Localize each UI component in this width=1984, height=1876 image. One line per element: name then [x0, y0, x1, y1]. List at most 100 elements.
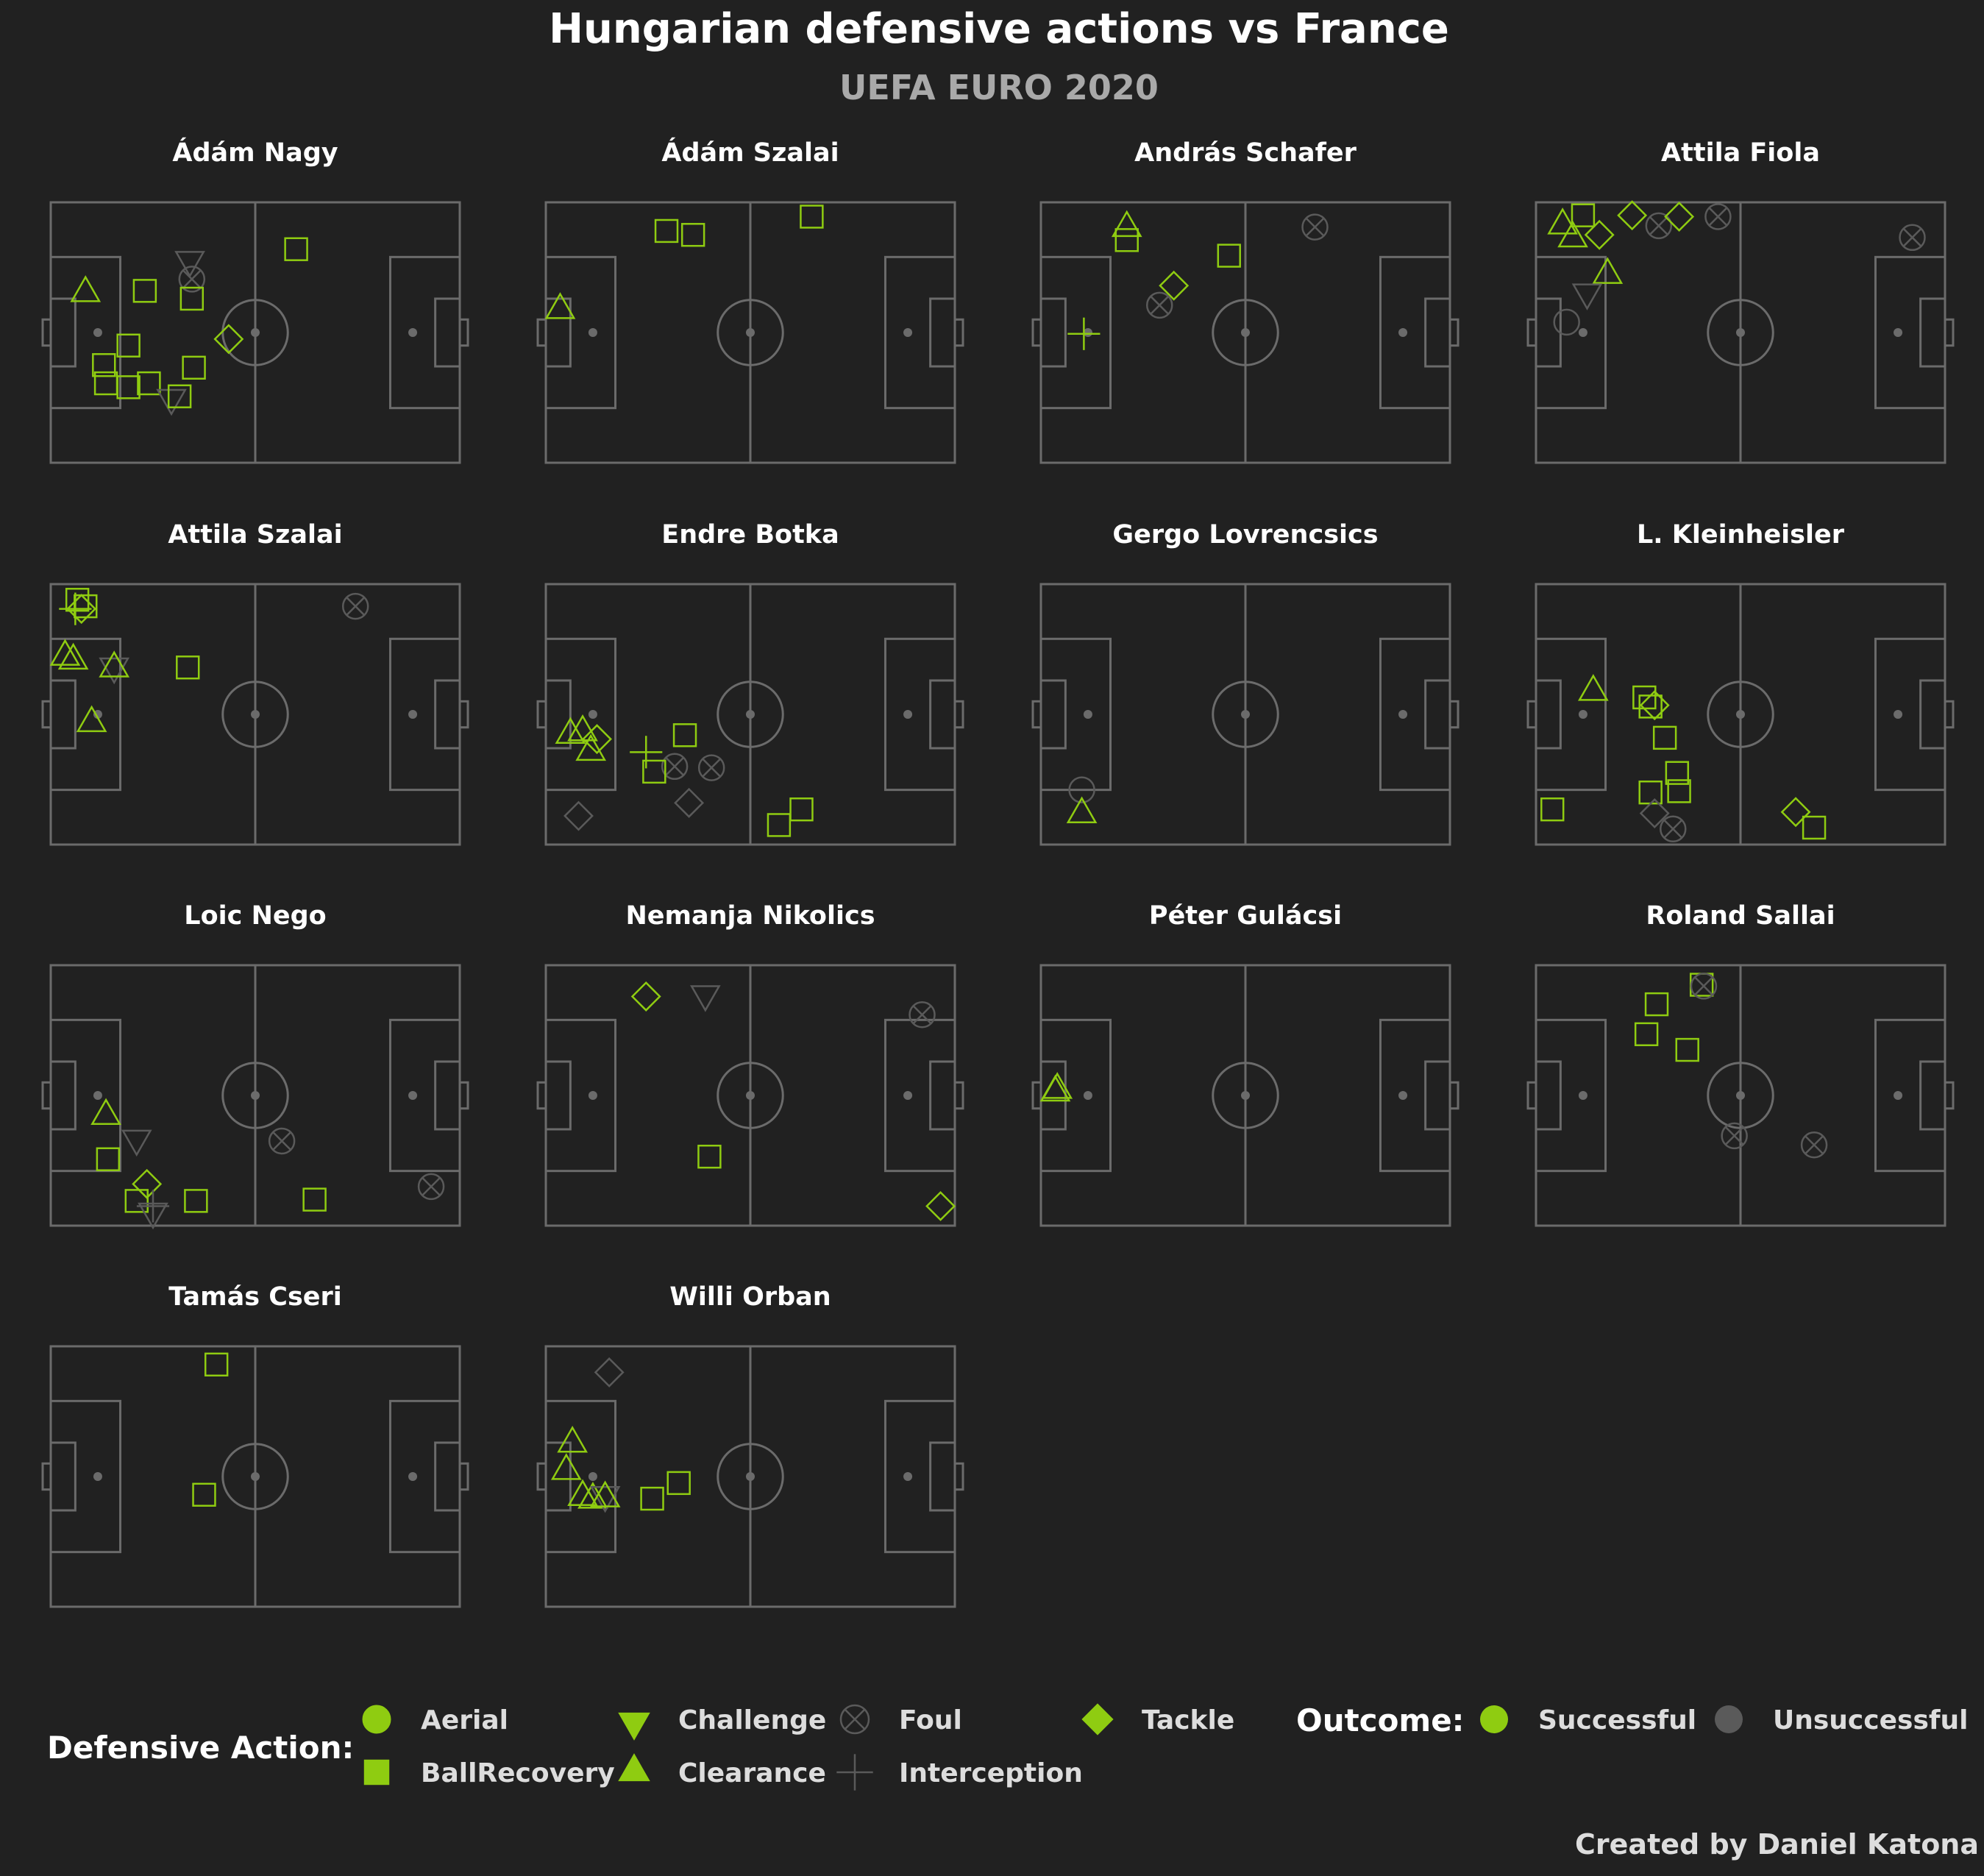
action-marker-foul: [1704, 203, 1732, 230]
pitch-panel-endre-botka: Endre Botka: [536, 520, 964, 846]
legend-label: Tackle: [1142, 1705, 1234, 1735]
action-marker-clearance: [90, 1098, 121, 1126]
action-marker-ballrecovery: [192, 1482, 216, 1507]
action-marker-tackle: [563, 800, 594, 831]
pitch-outline: [536, 964, 964, 1227]
legend-outcome-title: Outcome:: [1296, 1702, 1464, 1738]
action-marker-tackle: [1159, 270, 1190, 301]
action-marker-ballrecovery: [1665, 761, 1690, 785]
pitch-panels-grid: Ádám Nagy Ádám Szalai András Schafer Attila…: [41, 137, 1955, 1608]
legend-outcome-unsuccessful: Unsuccessful: [1715, 1705, 1969, 1735]
action-marker-clearance: [550, 1453, 582, 1480]
legend-marker-ballrecovery: [363, 1759, 390, 1786]
panel-title: Gergo Lovrencsics: [1112, 520, 1378, 550]
panel-title: Endre Botka: [661, 520, 839, 550]
action-marker-ballrecovery: [1114, 228, 1139, 252]
action-marker-ballrecovery: [96, 1147, 121, 1171]
chart-subtitle: UEFA EURO 2020: [839, 68, 1159, 107]
action-marker-clearance: [575, 733, 607, 761]
panel-title: Nemanja Nikolics: [625, 901, 875, 931]
action-marker-ballrecovery: [182, 355, 206, 380]
action-marker-clearance: [1111, 210, 1142, 238]
pitch-panel-adam-szalai: Ádám Szalai: [536, 137, 964, 464]
action-marker-ballrecovery: [1675, 1037, 1699, 1062]
pitch-outline: [1031, 583, 1459, 846]
pitch-outline: [41, 1345, 469, 1608]
action-marker-clearance: [567, 1479, 598, 1507]
action-marker-challenge: [138, 1202, 168, 1230]
action-marker-ballrecovery: [800, 205, 824, 229]
action-marker-ballrecovery: [167, 384, 192, 408]
action-marker-aerial: [1553, 308, 1580, 336]
panel-title: Péter Gulácsi: [1149, 901, 1342, 931]
action-marker-foul: [417, 1173, 445, 1201]
action-marker-tackle: [66, 594, 97, 625]
legend-label: Interception: [899, 1758, 1083, 1788]
pitch-outline: [1526, 964, 1955, 1227]
panel-title: András Schafer: [1134, 138, 1357, 168]
pitch-panel-willi-orban: Willi Orban: [536, 1282, 964, 1608]
action-marker-ballrecovery: [767, 813, 792, 837]
pitch-outline: [536, 1345, 964, 1608]
action-marker-clearance: [577, 1482, 608, 1509]
panel-title: Tamás Cseri: [168, 1282, 342, 1312]
pitch-outline: [536, 201, 964, 464]
action-marker-interception: [630, 736, 663, 769]
action-marker-ballrecovery: [302, 1187, 327, 1212]
action-marker-ballrecovery: [184, 1189, 208, 1213]
action-marker-clearance: [555, 717, 586, 745]
action-marker-clearance: [70, 275, 102, 302]
action-marker-clearance: [57, 642, 89, 670]
action-marker-clearance: [1066, 796, 1098, 824]
pitch-panel-adam-nagy: Ádám Nagy: [41, 137, 469, 464]
action-marker-ballrecovery: [124, 1189, 149, 1213]
action-marker-challenge: [589, 1486, 621, 1513]
action-marker-foul: [1721, 1122, 1748, 1150]
legend-item-ballrecovery: BallRecovery: [363, 1758, 615, 1788]
action-marker-ballrecovery: [1652, 725, 1677, 750]
pitch-panel-andras-schafer: András Schafer: [1031, 138, 1459, 464]
pitch-panel-peter-gulacsi: Péter Gulácsi: [1031, 901, 1459, 1227]
legend-label: Clearance: [678, 1758, 826, 1788]
pitch-panel-roland-sallai: Roland Sallai: [1526, 901, 1955, 1227]
action-marker-ballrecovery: [672, 723, 697, 747]
action-marker-foul: [268, 1127, 296, 1155]
action-marker-clearance: [1547, 207, 1578, 235]
action-marker-foul: [1899, 224, 1926, 252]
action-marker-clearance: [589, 1480, 621, 1507]
panel-title: Loic Nego: [184, 901, 326, 931]
action-marker-ballrecovery: [132, 279, 157, 303]
action-marker-ballrecovery: [176, 655, 200, 680]
legend-marker-foul: [839, 1704, 870, 1735]
legend: Defensive Action: Outcome: Aerial BallRec…: [47, 1702, 1969, 1791]
pitch-outline: [41, 964, 469, 1227]
action-marker-ballrecovery: [1667, 779, 1691, 803]
legend-item-tackle: Tackle: [1081, 1703, 1234, 1735]
action-marker-tackle: [1639, 690, 1670, 721]
legend-label: Challenge: [678, 1705, 826, 1735]
action-marker-interception: [1067, 317, 1101, 350]
action-marker-foul: [341, 592, 369, 620]
legend-outcome-swatch: [1480, 1705, 1508, 1733]
legend-item-clearance: Clearance: [618, 1753, 826, 1788]
action-marker-interception: [136, 1190, 170, 1223]
pitch-panel-nemanja-nikolics: Nemanja Nikolics: [536, 901, 964, 1227]
action-marker-ballrecovery: [116, 375, 141, 399]
legend-action-title: Defensive Action:: [47, 1730, 354, 1766]
action-marker-ballrecovery: [65, 588, 90, 612]
legend-item-foul: Foul: [839, 1704, 962, 1735]
action-marker-challenge: [121, 1129, 152, 1157]
panel-title: Ádám Szalai: [661, 137, 839, 168]
pitch-outline: [536, 583, 964, 846]
action-marker-foul: [1660, 815, 1687, 843]
action-marker-clearance: [1577, 674, 1609, 701]
legend-label: Unsuccessful: [1773, 1705, 1969, 1735]
action-marker-tackle: [925, 1190, 956, 1221]
pitch-outline: [1526, 583, 1955, 846]
action-marker-ballrecovery: [116, 333, 141, 358]
action-marker-interception: [59, 592, 92, 625]
action-marker-clearance: [544, 292, 576, 319]
action-marker-ballrecovery: [680, 223, 705, 247]
action-marker-tackle: [1639, 798, 1670, 828]
